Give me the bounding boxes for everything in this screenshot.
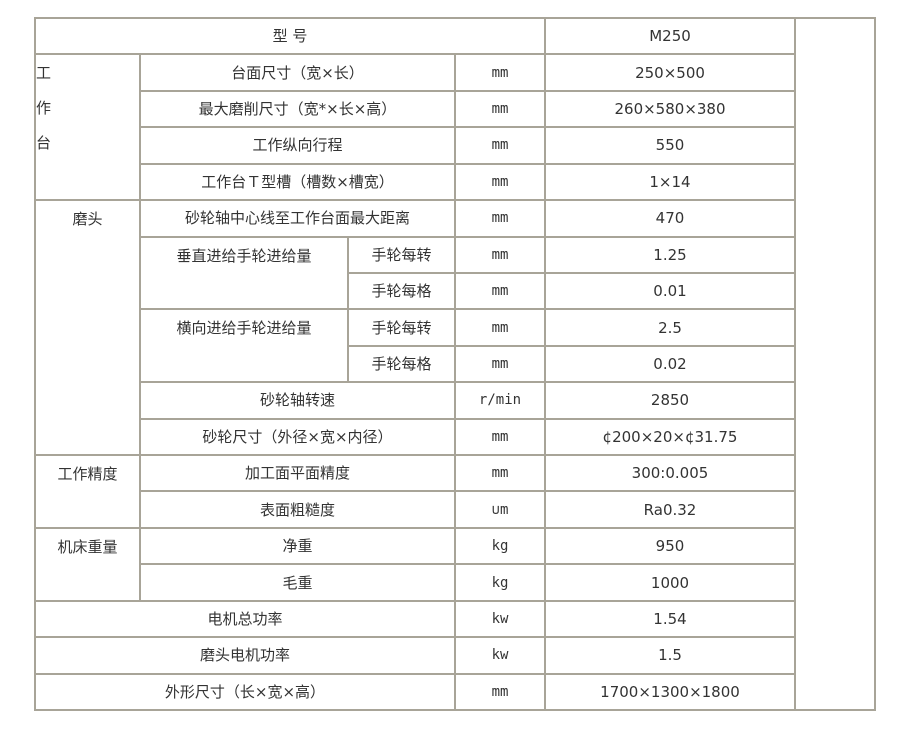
unit: mm — [454, 271, 546, 311]
item: 垂直进给手轮进给量 — [139, 235, 349, 311]
unit: mm — [454, 417, 546, 457]
group-weight: 机床重量 — [34, 526, 141, 602]
value: 470 — [544, 199, 796, 238]
value: ¢200×20×¢31.75 — [544, 417, 796, 457]
unit: mm — [454, 199, 546, 238]
item: 净重 — [139, 526, 456, 566]
value: 260×580×380 — [544, 89, 796, 129]
unit: mm — [454, 344, 546, 384]
unit: mm — [454, 53, 546, 92]
unit: ∪m — [454, 490, 546, 529]
value: 2850 — [544, 381, 796, 420]
item: 砂轮尺寸（外径×宽×内径） — [139, 417, 456, 457]
item: 毛重 — [139, 563, 456, 602]
value: 950 — [544, 526, 796, 566]
value: 550 — [544, 126, 796, 165]
value: 1.5 — [544, 636, 796, 675]
unit: mm — [454, 235, 546, 274]
unit: kg — [454, 563, 546, 602]
item: 加工面平面精度 — [139, 454, 456, 493]
item: 工作纵向行程 — [139, 126, 456, 165]
group-grinding-head: 磨头 — [34, 199, 141, 493]
empty-column — [794, 17, 876, 711]
sub-item: 手轮每转 — [347, 235, 456, 274]
unit: mm — [454, 162, 546, 202]
item: 横向进给手轮进给量 — [139, 308, 349, 384]
group-char: 作 — [36, 99, 52, 118]
sub-item: 手轮每格 — [347, 271, 456, 311]
group-char: 工 — [36, 64, 52, 83]
value: 1000 — [544, 563, 796, 602]
value: 1×14 — [544, 162, 796, 202]
item: 砂轮轴转速 — [139, 381, 456, 420]
unit: kw — [454, 636, 546, 675]
item: 台面尺寸（宽×长） — [139, 53, 456, 92]
unit: mm — [454, 308, 546, 347]
item: 外形尺寸（长×宽×高） — [34, 672, 456, 711]
group-worktable: 工 作 台 — [34, 53, 141, 202]
unit: kw — [454, 599, 546, 639]
value: 2.5 — [544, 308, 796, 347]
value: 1.54 — [544, 599, 796, 639]
unit: kg — [454, 526, 546, 566]
unit: r/min — [454, 381, 546, 420]
item: 最大磨削尺寸（宽*×长×高） — [139, 89, 456, 129]
model-value: M250 — [544, 17, 796, 56]
value: 250×500 — [544, 53, 796, 92]
value: 300:0.005 — [544, 454, 796, 493]
group-char: 台 — [36, 134, 52, 153]
value: Ra0.32 — [544, 490, 796, 529]
unit: mm — [454, 454, 546, 493]
unit: mm — [454, 89, 546, 129]
unit: mm — [454, 672, 546, 711]
item: 砂轮轴中心线至工作台面最大距离 — [139, 199, 456, 238]
value: 0.02 — [544, 344, 796, 384]
unit: mm — [454, 126, 546, 165]
sub-item: 手轮每转 — [347, 308, 456, 347]
sub-item: 手轮每格 — [347, 344, 456, 384]
model-label: 型 号 — [34, 17, 546, 56]
value: 0.01 — [544, 271, 796, 311]
value: 1.25 — [544, 235, 796, 274]
item: 电机总功率 — [34, 599, 456, 639]
group-accuracy: 工作精度 — [34, 454, 141, 529]
value: 1700×1300×1800 — [544, 672, 796, 711]
item: 磨头电机功率 — [34, 636, 456, 675]
item: 表面粗糙度 — [139, 490, 456, 529]
item: 工作台Ｔ型槽（槽数×槽宽） — [139, 162, 456, 202]
